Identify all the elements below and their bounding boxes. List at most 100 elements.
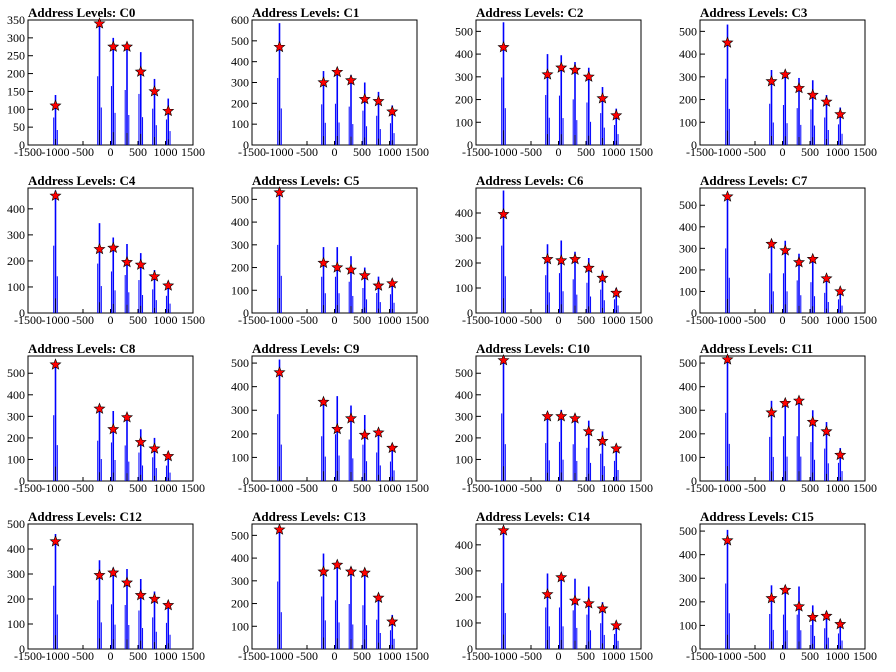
level-marker bbox=[806, 252, 819, 265]
x-tick-label: 1500 bbox=[405, 481, 429, 495]
level-marker bbox=[120, 411, 134, 423]
x-tick-label: -1000 bbox=[490, 649, 518, 663]
x-tick-label: -1500 bbox=[462, 145, 490, 159]
x-tick-label: -500 bbox=[744, 649, 766, 663]
x-tick-label: 0 bbox=[780, 313, 786, 327]
x-tick-label: -1500 bbox=[462, 649, 490, 663]
level-marker bbox=[610, 286, 623, 299]
x-tick-label: 1500 bbox=[405, 145, 429, 159]
y-tick-label: 500 bbox=[7, 366, 25, 380]
y-tick-label: 100 bbox=[7, 452, 25, 466]
y-tick-label: 0 bbox=[19, 306, 25, 320]
x-tick-label: 1500 bbox=[629, 649, 653, 663]
y-tick-label: 100 bbox=[679, 284, 697, 298]
y-tick-label: 200 bbox=[679, 427, 697, 441]
x-tick-label: 1000 bbox=[602, 481, 626, 495]
x-tick-label: -500 bbox=[520, 145, 542, 159]
y-tick-label: 200 bbox=[7, 592, 25, 606]
level-marker bbox=[834, 448, 847, 461]
level-marker bbox=[596, 602, 609, 614]
level-marker bbox=[162, 598, 175, 611]
level-marker bbox=[820, 272, 833, 284]
y-tick-label: 200 bbox=[455, 590, 473, 604]
level-marker bbox=[148, 442, 161, 454]
y-tick-label: 400 bbox=[679, 47, 697, 61]
y-tick-label: 400 bbox=[679, 220, 697, 234]
chart-panel: Address Levels: C70100200300400500-1500-… bbox=[679, 173, 877, 327]
y-tick-label: 500 bbox=[231, 34, 249, 48]
y-tick-label: 100 bbox=[679, 618, 697, 632]
level-marker bbox=[386, 615, 399, 627]
level-marker bbox=[344, 412, 358, 424]
chart-panel: Address Levels: C30100200300400500-1500-… bbox=[679, 5, 877, 159]
x-tick-label: -500 bbox=[520, 313, 542, 327]
x-tick-label: -1000 bbox=[714, 649, 742, 663]
y-tick-label: 300 bbox=[679, 403, 697, 417]
y-tick-label: 500 bbox=[455, 24, 473, 38]
y-tick-label: 100 bbox=[455, 452, 473, 466]
level-marker bbox=[162, 104, 175, 117]
x-tick-label: 500 bbox=[353, 649, 371, 663]
x-tick-label: 1500 bbox=[405, 649, 429, 663]
x-tick-label: 500 bbox=[801, 313, 819, 327]
x-tick-label: 0 bbox=[108, 145, 114, 159]
y-tick-label: 300 bbox=[231, 403, 249, 417]
x-tick-label: -500 bbox=[72, 145, 94, 159]
y-tick-label: 500 bbox=[7, 517, 25, 531]
level-marker bbox=[582, 425, 595, 437]
x-tick-label: 1000 bbox=[154, 649, 178, 663]
level-marker bbox=[358, 92, 371, 105]
chart-title: Address Levels: C0 bbox=[28, 5, 135, 20]
y-tick-label: 200 bbox=[7, 67, 25, 81]
y-tick-label: 200 bbox=[231, 597, 249, 611]
y-tick-label: 100 bbox=[7, 617, 25, 631]
x-tick-label: -1500 bbox=[238, 145, 266, 159]
x-tick-label: 0 bbox=[780, 481, 786, 495]
level-marker bbox=[779, 396, 792, 409]
chart-title: Address Levels: C10 bbox=[476, 341, 590, 356]
level-marker bbox=[372, 591, 385, 603]
y-tick-label: 400 bbox=[455, 47, 473, 61]
level-marker bbox=[806, 415, 819, 428]
chart-title: Address Levels: C9 bbox=[252, 341, 360, 356]
level-marker bbox=[541, 587, 554, 600]
y-tick-label: 50 bbox=[13, 120, 25, 134]
y-tick-label: 100 bbox=[231, 117, 249, 131]
chart-title: Address Levels: C2 bbox=[476, 5, 583, 20]
x-tick-label: 0 bbox=[556, 145, 562, 159]
level-marker bbox=[721, 190, 734, 202]
level-marker bbox=[93, 568, 106, 581]
x-tick-label: 1000 bbox=[154, 313, 178, 327]
x-tick-label: 500 bbox=[129, 649, 147, 663]
level-marker bbox=[162, 449, 175, 462]
level-marker bbox=[358, 428, 371, 441]
x-tick-label: 1000 bbox=[826, 649, 850, 663]
level-marker bbox=[317, 256, 330, 269]
x-tick-label: -1000 bbox=[714, 145, 742, 159]
x-tick-label: 1500 bbox=[181, 649, 205, 663]
level-marker bbox=[792, 394, 806, 406]
x-tick-label: 0 bbox=[108, 481, 114, 495]
x-tick-label: 1500 bbox=[629, 145, 653, 159]
x-tick-label: 1000 bbox=[602, 649, 626, 663]
y-tick-label: 0 bbox=[691, 642, 697, 656]
y-tick-label: 0 bbox=[19, 138, 25, 152]
x-tick-label: 0 bbox=[108, 313, 114, 327]
y-tick-label: 400 bbox=[231, 551, 249, 565]
level-marker bbox=[49, 189, 62, 201]
y-tick-label: 200 bbox=[231, 427, 249, 441]
level-marker bbox=[610, 109, 623, 121]
y-tick-label: 100 bbox=[455, 115, 473, 129]
level-marker bbox=[779, 244, 792, 256]
x-tick-label: 500 bbox=[577, 145, 595, 159]
x-tick-label: -1500 bbox=[686, 313, 714, 327]
chart-panel: Address Levels: C0 0 50 100 150 200 250 300 350 -… bbox=[7, 5, 205, 159]
level-marker bbox=[765, 591, 778, 604]
y-tick-label: 400 bbox=[7, 202, 25, 216]
x-tick-label: 0 bbox=[780, 649, 786, 663]
x-tick-label: -1500 bbox=[14, 313, 42, 327]
x-tick-label: 0 bbox=[332, 481, 338, 495]
chart-title: Address Levels: C11 bbox=[700, 341, 813, 356]
x-tick-label: 1500 bbox=[181, 313, 205, 327]
